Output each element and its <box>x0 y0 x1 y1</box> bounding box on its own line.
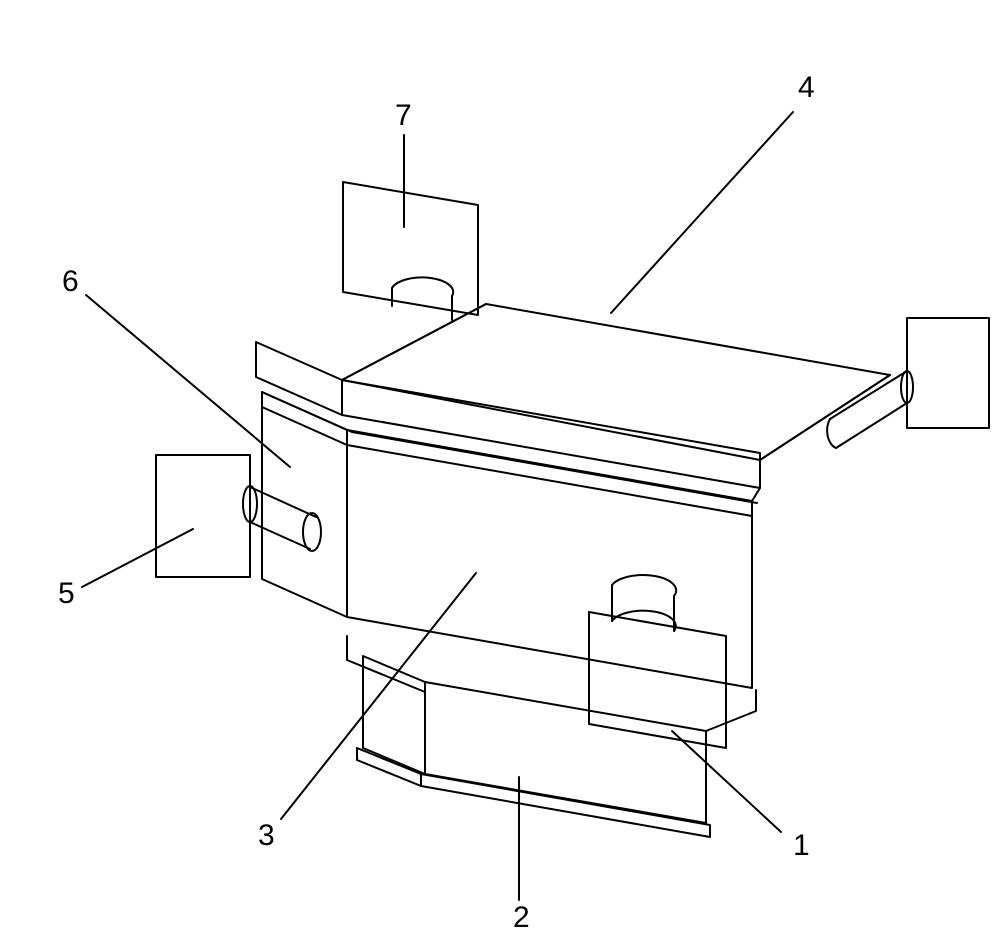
body-front <box>347 445 752 688</box>
back-paddle-assembly <box>343 182 478 320</box>
base-rim-front <box>421 774 710 837</box>
lid-right-edge <box>760 375 890 460</box>
body-under-edge <box>347 636 425 692</box>
right-paddle-assembly <box>827 318 989 448</box>
lid-front <box>342 380 760 488</box>
base-rim-left <box>357 748 421 786</box>
label-1: 1 <box>793 829 810 862</box>
body-step-left <box>262 392 347 445</box>
label-5: 5 <box>58 577 75 610</box>
lid-left <box>256 342 342 415</box>
body-step-front <box>347 430 752 516</box>
lid-top <box>342 304 890 460</box>
label-7: 7 <box>395 99 412 132</box>
label-6: 6 <box>62 265 79 298</box>
left-paddle-assembly <box>156 455 321 577</box>
body-under-edge2 <box>706 690 756 731</box>
lid-step-right <box>752 488 760 501</box>
callout-labels: 1 2 3 4 5 6 7 <box>58 71 815 934</box>
label-3: 3 <box>258 819 275 852</box>
callout-lines <box>82 112 793 900</box>
label-4: 4 <box>798 71 815 104</box>
base-front <box>425 682 706 823</box>
technical-drawing: 1 2 3 4 5 6 7 <box>0 0 1000 947</box>
label-2: 2 <box>513 901 530 934</box>
base-left <box>363 656 425 774</box>
